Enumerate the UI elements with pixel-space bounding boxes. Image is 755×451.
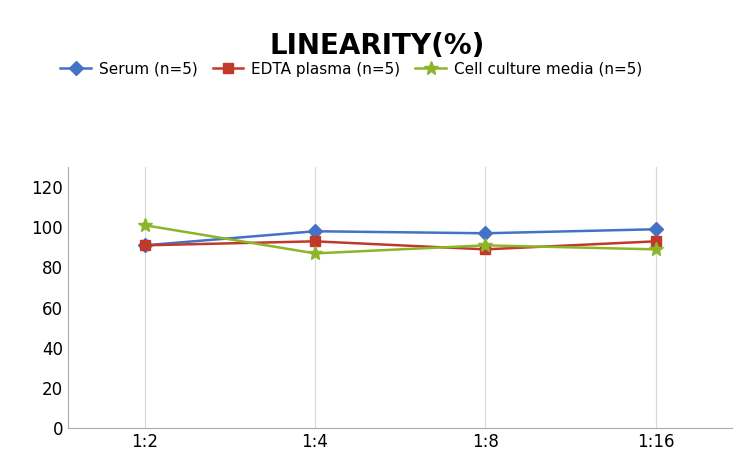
Serum (n=5) [651, 226, 660, 232]
Line: Cell culture media (n=5): Cell culture media (n=5) [137, 218, 663, 260]
EDTA plasma (n=5) [481, 247, 490, 252]
Line: Serum (n=5): Serum (n=5) [140, 225, 661, 250]
EDTA plasma (n=5) [140, 243, 149, 248]
Serum (n=5) [310, 229, 319, 234]
EDTA plasma (n=5) [310, 239, 319, 244]
Cell culture media (n=5) [651, 247, 660, 252]
Serum (n=5) [481, 230, 490, 236]
Serum (n=5) [140, 243, 149, 248]
Text: LINEARITY(%): LINEARITY(%) [270, 32, 485, 60]
Legend: Serum (n=5), EDTA plasma (n=5), Cell culture media (n=5): Serum (n=5), EDTA plasma (n=5), Cell cul… [60, 62, 642, 77]
EDTA plasma (n=5) [651, 239, 660, 244]
Cell culture media (n=5) [140, 222, 149, 228]
Cell culture media (n=5) [310, 251, 319, 256]
Cell culture media (n=5) [481, 243, 490, 248]
Line: EDTA plasma (n=5): EDTA plasma (n=5) [140, 236, 661, 254]
